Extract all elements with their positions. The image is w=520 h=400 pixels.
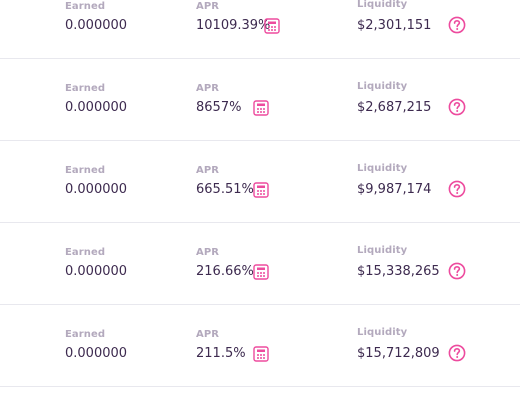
earned-label: Earned <box>65 165 106 176</box>
farm-row[interactable]: Earned 0.000000 APR 8657% Liquidity $2,6… <box>0 59 520 141</box>
apr-label: APR <box>196 165 220 176</box>
apr-label: APR <box>196 247 220 258</box>
liquidity-label: Liquidity <box>357 327 408 338</box>
calculator-icon[interactable] <box>253 264 269 280</box>
apr-value: 8657% <box>196 100 242 115</box>
farm-row[interactable]: Earned 0.000000 APR 665.51% Liquidity $9… <box>0 141 520 223</box>
liquidity-value: $2,301,151 <box>357 18 432 33</box>
apr-value: 216.66% <box>196 264 254 279</box>
liquidity-value: $9,987,174 <box>357 182 432 197</box>
help-circle-icon[interactable] <box>448 98 466 116</box>
liquidity-label: Liquidity <box>357 81 408 92</box>
apr-value: 665.51% <box>196 182 254 197</box>
apr-label: APR <box>196 83 220 94</box>
earned-label: Earned <box>65 247 106 258</box>
earned-label: Earned <box>65 329 106 340</box>
apr-label: APR <box>196 329 220 340</box>
farm-row[interactable]: Earned 0.000000 APR 216.66% Liquidity $1… <box>0 223 520 305</box>
earned-label: Earned <box>65 1 106 12</box>
earned-value: 0.000000 <box>65 18 128 33</box>
earned-label: Earned <box>65 83 106 94</box>
liquidity-label: Liquidity <box>357 163 408 174</box>
liquidity-label: Liquidity <box>357 0 408 10</box>
help-circle-icon[interactable] <box>448 16 466 34</box>
liquidity-value: $15,712,809 <box>357 346 440 361</box>
earned-value: 0.000000 <box>65 100 128 115</box>
liquidity-value: $2,687,215 <box>357 100 432 115</box>
liquidity-label: Liquidity <box>357 245 408 256</box>
apr-label: APR <box>196 1 220 12</box>
calculator-icon[interactable] <box>253 346 269 362</box>
apr-value: 10109.39% <box>196 18 271 33</box>
help-circle-icon[interactable] <box>448 344 466 362</box>
farm-row[interactable]: Earned 0.000000 APR 211.5% Liquidity $15… <box>0 305 520 387</box>
help-circle-icon[interactable] <box>448 180 466 198</box>
earned-value: 0.000000 <box>65 346 128 361</box>
calculator-icon[interactable] <box>253 100 269 116</box>
calculator-icon[interactable] <box>253 182 269 198</box>
help-circle-icon[interactable] <box>448 262 466 280</box>
earned-value: 0.000000 <box>65 264 128 279</box>
earned-value: 0.000000 <box>65 182 128 197</box>
farm-row[interactable]: Earned 0.000000 APR 10109.39% Liquidity … <box>0 0 520 59</box>
calculator-icon[interactable] <box>264 18 280 34</box>
liquidity-value: $15,338,265 <box>357 264 440 279</box>
apr-value: 211.5% <box>196 346 246 361</box>
